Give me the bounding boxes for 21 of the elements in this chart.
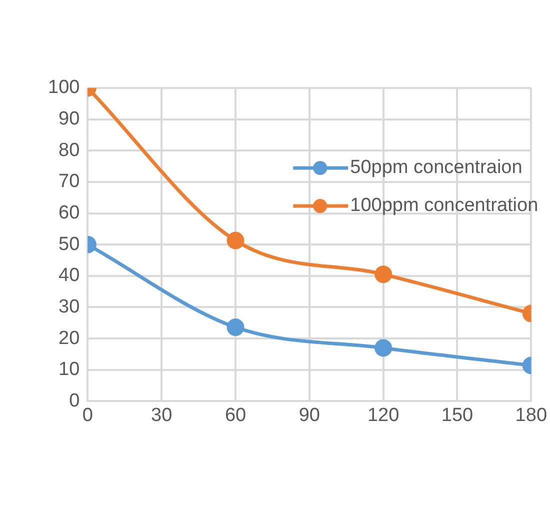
point	[226, 232, 244, 250]
y-tick-label: 20	[58, 328, 80, 349]
y-tick-label: 80	[58, 140, 80, 161]
x-tick-label: 30	[151, 404, 172, 426]
y-tick-label: 10	[58, 359, 80, 380]
y-tick-label: 70	[58, 171, 80, 192]
y-tick-label: 60	[58, 202, 80, 224]
legend-label: 100ppm concentration	[350, 195, 538, 216]
y-tick-label: 0	[69, 390, 80, 412]
x-tick-label: 180	[515, 404, 547, 426]
legend-label: 50ppm concentraion	[350, 157, 522, 178]
x-tick-label: 150	[441, 404, 474, 426]
y-tick-label: 30	[58, 296, 80, 318]
x-tick-label: 0	[82, 404, 93, 426]
y-tick-label: 100	[48, 77, 80, 98]
y-tick-label: 50	[58, 234, 80, 255]
y-tick-label: 90	[58, 108, 80, 130]
x-tick-label: 60	[224, 404, 246, 426]
y-tick-label: 40	[58, 265, 80, 286]
x-tick-label: 120	[367, 404, 400, 426]
x-tick-label: 90	[298, 404, 320, 426]
